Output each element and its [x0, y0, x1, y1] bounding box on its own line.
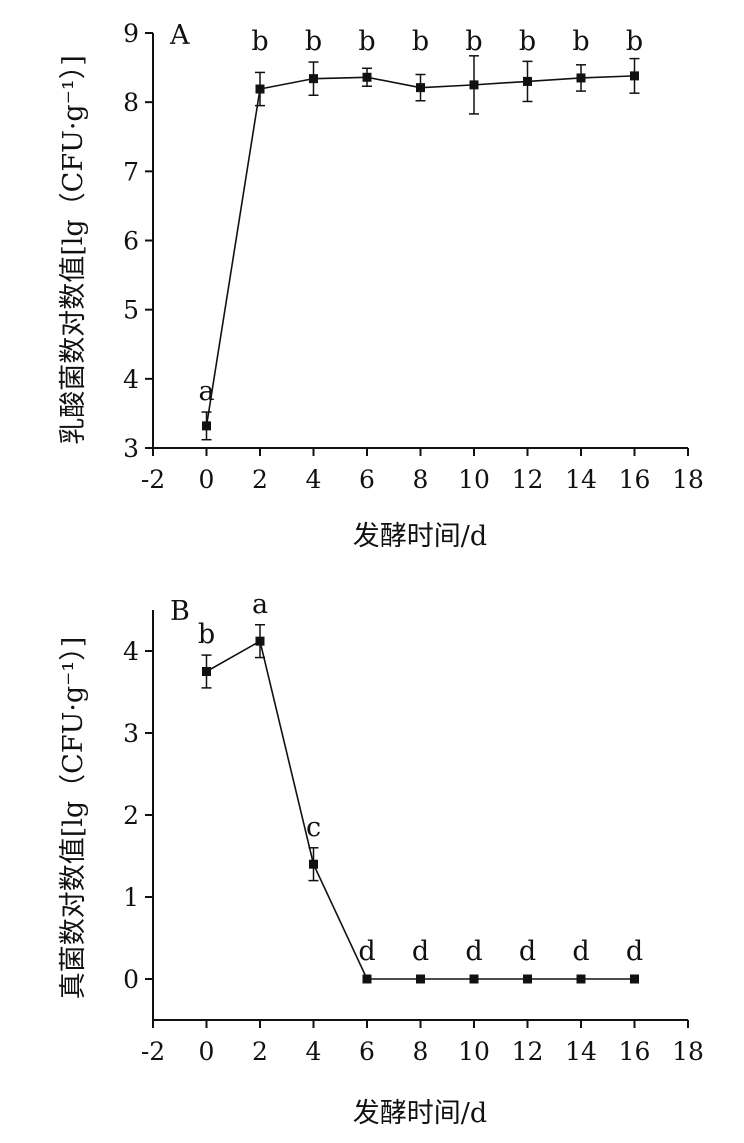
panel-b-data-point	[523, 974, 532, 984]
panel-b-data-point	[362, 974, 372, 984]
panel-a-data-point	[630, 71, 639, 81]
panel-a-significance-label: b	[519, 26, 536, 57]
panel-b-data-point	[576, 974, 586, 984]
panel-a-y-tick-label: 5	[123, 296, 139, 325]
panel-a-y-tick-label: 4	[123, 365, 139, 394]
panel-a-data-point	[469, 80, 479, 90]
panel-b-x-tick-label: 2	[252, 1037, 268, 1066]
panel-b-x-tick-label: 18	[672, 1037, 704, 1066]
panel-a-y-tick-label: 9	[123, 19, 139, 48]
panel-a-x-tick-label: 18	[672, 465, 704, 494]
panel-a-x-tick-label: 16	[619, 465, 651, 494]
panel-b-data-point	[309, 859, 318, 869]
panel-b-data-point	[416, 974, 425, 984]
panel-a-data-point	[576, 73, 586, 83]
panel-a-x-tick-label: 14	[565, 465, 597, 494]
panel-b-label: B	[170, 596, 190, 627]
panel-b-x-tick-label: 0	[199, 1037, 215, 1066]
panel-b-significance-label: d	[519, 936, 536, 967]
panel-a-significance-label: b	[251, 26, 268, 57]
panel-b-significance-label: b	[198, 619, 215, 650]
panel-b-significance-label: c	[306, 812, 321, 843]
panel-a-x-tick-label: 4	[306, 465, 322, 494]
panel-a-significance-label: b	[305, 26, 322, 57]
panel-a-significance-label: a	[198, 376, 214, 407]
panel-b-data-point	[630, 974, 639, 984]
panel-a-label: A	[169, 20, 190, 51]
panel-b-y-tick-label: 4	[123, 637, 139, 666]
panel-b-x-tick-label: 14	[565, 1037, 597, 1066]
panel-b-x-tick-label: 4	[306, 1037, 322, 1066]
panel-b-x-tick-label: 6	[359, 1037, 375, 1066]
panel-b-y-tick-label: 3	[123, 719, 139, 748]
panel-a-significance-label: b	[572, 26, 589, 57]
panel-a-data-point	[309, 74, 318, 84]
panel-a-significance-label: b	[465, 26, 482, 57]
panel-a-data-point	[202, 421, 211, 431]
panel-a-y-tick-label: 8	[123, 88, 139, 117]
panel-a-x-tick-label: -2	[141, 465, 165, 494]
panel-b-series-line	[206, 639, 635, 980]
panel-a-x-tick-label: 0	[199, 465, 215, 494]
panel-a-x-tick-label: 2	[252, 465, 268, 494]
panel-b-significance-label: d	[412, 936, 429, 967]
panel-a-y-tick-label: 3	[123, 434, 139, 463]
panel-b: B 发酵时间/d 真菌数对数值[lg（CFU·g⁻¹）] -2 0 2 4 6 8 10 12…	[58, 589, 704, 1129]
panel-b-y-tick-label: 1	[123, 883, 139, 912]
panel-a-data-point	[362, 72, 372, 82]
panel-a-y-tick-label: 7	[123, 157, 139, 186]
panel-a-data-point	[255, 84, 265, 94]
panel-b-y-tick-label: 0	[123, 965, 139, 994]
panel-b-y-tick-label: 2	[123, 801, 139, 830]
panel-a-significance-label: b	[626, 26, 643, 57]
panel-a-x-axis-title: 发酵时间/d	[353, 521, 487, 552]
panel-b-significance-label: d	[626, 936, 643, 967]
panel-b-x-tick-label: -2	[141, 1037, 165, 1066]
panel-b-y-axis-title: 真菌数对数值[lg（CFU·g⁻¹）]	[58, 637, 89, 1000]
panel-a-data-point	[523, 76, 532, 86]
panel-b-x-tick-label: 16	[619, 1037, 651, 1066]
panel-b-significance-label: d	[465, 936, 482, 967]
panel-a-x-tick-label: 12	[512, 465, 544, 494]
panel-a-y-tick-label: 6	[123, 227, 139, 256]
panel-a-data-point	[416, 83, 425, 93]
panel-b-data-point	[255, 636, 265, 646]
panel-b-x-tick-label: 12	[512, 1037, 544, 1066]
panel-a-x-tick-label: 10	[458, 465, 490, 494]
panel-b-significance-label: a	[252, 589, 268, 620]
panel-b-x-tick-label: 8	[413, 1037, 429, 1066]
panel-b-data-point	[469, 974, 479, 984]
panel-a-y-axis-title: 乳酸菌数对数值[lg（CFU·g⁻¹）]	[58, 55, 89, 445]
panel-b-significance-label: d	[572, 936, 589, 967]
panel-a-x-tick-label: 6	[359, 465, 375, 494]
panel-a-significance-label: b	[412, 26, 429, 57]
panel-b-x-axis-title: 发酵时间/d	[353, 1098, 487, 1129]
panel-b-significance-label: d	[358, 936, 375, 967]
panel-a-series-line	[205, 75, 635, 426]
panel-a-x-tick-label: 8	[413, 465, 429, 494]
panel-b-x-tick-label: 10	[458, 1037, 490, 1066]
panel-a-significance-label: b	[358, 26, 375, 57]
panel-a: A 发酵时间/d 乳酸菌数对数值[lg（CFU·g⁻¹）] -2 0 2 4 6 8 10 1…	[58, 19, 704, 552]
panel-b-data-point	[202, 667, 211, 676]
